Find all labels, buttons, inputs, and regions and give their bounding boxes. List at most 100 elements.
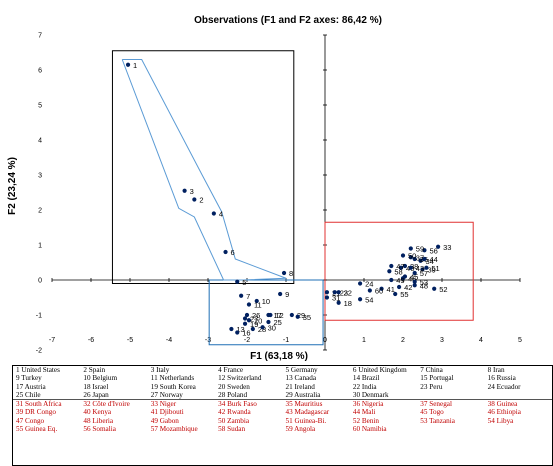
- cluster-regions: [111, 50, 474, 346]
- legend-entry: 30 Denmark: [352, 390, 389, 399]
- x-tick-label: -3: [205, 337, 211, 344]
- data-point: [397, 284, 402, 290]
- point-label: 30: [268, 323, 276, 332]
- point-label: 10: [262, 297, 270, 306]
- legend-entry: 8 Iran: [487, 366, 505, 374]
- point-label: 52: [439, 285, 447, 294]
- data-point: [182, 188, 187, 193]
- data-point: [412, 283, 417, 288]
- data-point: [387, 269, 392, 274]
- country-legend: 1 United States 2 Spain 3 Italy 4 France 5 G…: [12, 365, 553, 466]
- legend-entry: 16 Russia: [487, 374, 516, 383]
- legend-row: 31 South Africa 32 Côte d'Ivoire 33 Niger 3…: [13, 399, 552, 409]
- legend-entry: 3 Italy: [150, 366, 170, 374]
- legend-entry: 4 France: [218, 366, 244, 374]
- legend-entry: 24 Ecuador: [487, 382, 521, 391]
- data-point: [266, 312, 271, 318]
- legend-entry: 10 Belgium: [83, 374, 118, 383]
- legend-row: 25 Chile 26 Japan 27 Norway 28 Poland 29 Aus…: [13, 391, 552, 400]
- legend-entry: 35 Mauritius: [282, 399, 350, 409]
- legend-entry: 59 Angola: [285, 425, 316, 434]
- legend-entry: [417, 425, 484, 433]
- data-point: [422, 248, 427, 253]
- data-point: [246, 318, 252, 323]
- point-label: 51: [431, 264, 439, 273]
- point-label: 45: [410, 273, 418, 282]
- data-point: [266, 319, 271, 325]
- point-label: 27: [250, 315, 258, 324]
- point-label: 29: [297, 311, 305, 320]
- legend-entry: 18 Israel: [83, 382, 109, 391]
- legend-entry: 29 Australia: [285, 390, 321, 399]
- x-tick-label: 1: [362, 337, 366, 344]
- legend-row: 9 Turkey 10 Belgium 11 Netherlands 12 Switz…: [13, 374, 552, 382]
- legend-entry: 53 Tanzania: [420, 416, 455, 425]
- x-tick-label: -5: [127, 337, 133, 344]
- point-label: 9: [285, 290, 289, 299]
- legend-entry: 25 Chile: [16, 390, 41, 399]
- data-point: [324, 295, 330, 300]
- legend-entry: 28 Poland: [218, 390, 248, 399]
- point-label: 33: [443, 243, 451, 252]
- legend-entry: 27 Norway: [150, 390, 183, 399]
- point-label: 46: [408, 274, 416, 283]
- legend-entry: 46 Ethiopia: [487, 408, 521, 417]
- y-tick-label: 6: [38, 68, 42, 75]
- data-point: [239, 293, 244, 298]
- legend-entry: 17 Austria: [16, 382, 46, 391]
- data-point: [336, 290, 341, 295]
- data-point: [260, 325, 265, 330]
- point-label: 48: [420, 281, 428, 290]
- legend-entry: 43 Madagascar: [285, 408, 330, 417]
- point-label: 25: [273, 318, 281, 327]
- point-label: 31: [332, 294, 340, 303]
- point-label: 58: [394, 267, 402, 276]
- y-tick-label: 3: [38, 173, 42, 180]
- legend-entry: 56 Somalia: [83, 425, 116, 434]
- point-label: 59: [416, 245, 424, 254]
- data-point: [412, 270, 417, 276]
- x-tick-label: 5: [518, 337, 522, 344]
- data-point: [408, 265, 413, 270]
- data-point: [432, 286, 437, 291]
- x-tick-label: -6: [88, 337, 94, 344]
- point-label: 18: [344, 299, 352, 308]
- point-label: 34: [426, 257, 434, 266]
- data-point: [192, 197, 197, 202]
- legend-entry: 6 United Kingdom: [352, 366, 407, 374]
- legend-entry: 26 Japan: [83, 390, 109, 399]
- point-label: 50: [408, 252, 416, 261]
- data-point: [379, 286, 384, 291]
- point-label: 19: [250, 320, 258, 329]
- data-point: [336, 300, 341, 305]
- data-point: [418, 258, 423, 263]
- legend-entry: 15 Portugal: [420, 374, 454, 383]
- data-point: [436, 244, 441, 249]
- legend-entry: 60 Namibia: [352, 425, 387, 434]
- data-point: [402, 263, 408, 269]
- y-tick-label: -2: [36, 348, 42, 355]
- data-point: [367, 288, 372, 293]
- legend-entry: [485, 391, 552, 400]
- x-axis-title: F1 (63,18 %): [250, 351, 308, 362]
- x-tick-label: -4: [166, 337, 172, 344]
- developed-countries-box: [111, 50, 295, 284]
- point-label: 4: [219, 210, 223, 219]
- legend-entry: 37 Senegal: [417, 399, 485, 409]
- x-tick-label: -2: [244, 337, 250, 344]
- legend-entry: 52 Benin: [352, 416, 380, 425]
- legend-entry: 23 Peru: [420, 382, 443, 391]
- data-point: [295, 314, 300, 319]
- legend-entry: 47 Congo: [16, 416, 45, 425]
- legend-entry: 21 Ireland: [285, 382, 315, 391]
- scatter-chart: Observations (F1 and F2 axes: 86,42 %) F…: [7, 15, 522, 362]
- data-point: [246, 302, 252, 307]
- data-point: [242, 316, 248, 321]
- x-tick-label: 0: [323, 337, 327, 344]
- x-tick-label: 2: [401, 337, 405, 344]
- data-point: [278, 291, 283, 297]
- x-tick-label: 3: [440, 337, 444, 344]
- point-label: 56: [429, 246, 437, 255]
